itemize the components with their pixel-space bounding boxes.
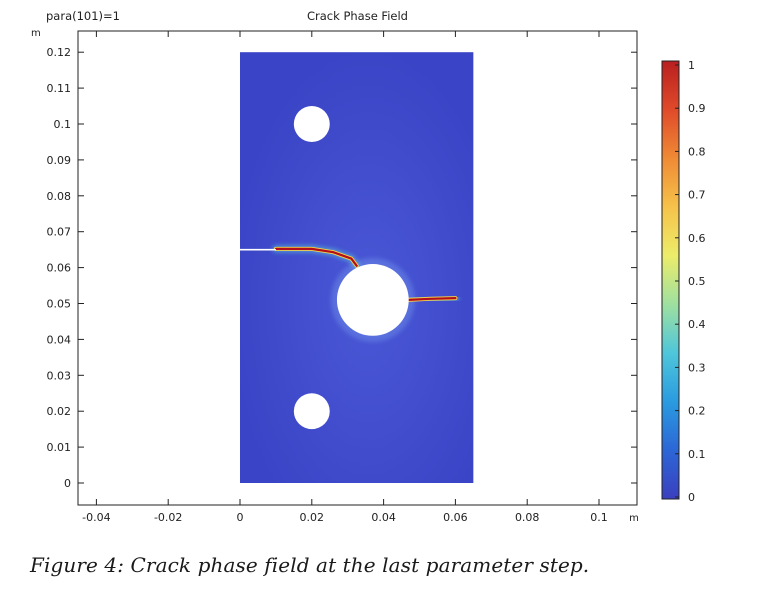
x-tick-label: 0.1 — [590, 511, 608, 524]
y-tick-label: 0.08 — [47, 190, 72, 203]
colorbar-tick-label: 0.1 — [688, 448, 706, 461]
y-tick-label: 0.12 — [47, 46, 72, 59]
x-tick-label: 0 — [237, 511, 244, 524]
plot-title: Crack Phase Field — [307, 9, 408, 23]
crack-core-1 — [274, 247, 358, 267]
y-tick-label: 0.11 — [47, 82, 72, 95]
hole-2 — [336, 264, 409, 336]
y-tick-label: 0.07 — [47, 226, 72, 239]
x-tick-label: -0.02 — [154, 511, 182, 524]
y-tick-label: 0.04 — [47, 333, 72, 346]
x-tick-label: 0.08 — [515, 511, 540, 524]
y-tick-label: 0.03 — [47, 369, 72, 382]
colorbar-tick-label: 0.8 — [688, 145, 706, 158]
colorbar-tick-label: 0 — [688, 491, 695, 504]
y-tick-label: 0.06 — [47, 262, 72, 275]
figure-caption: Figure 4: Crack phase field at the last … — [30, 553, 590, 577]
parameter-label: para(101)=1 — [46, 9, 120, 23]
y-tick-label: 0.1 — [54, 118, 72, 131]
colorbar-tick-label: 0.6 — [688, 232, 706, 245]
y-tick-label: 0 — [64, 477, 71, 490]
y-axis-unit: m — [31, 28, 41, 39]
colorbar-tick-label: 0.7 — [688, 189, 706, 202]
colorbar-tick-label: 0.2 — [688, 405, 706, 418]
y-tick-label: 0.09 — [47, 154, 72, 167]
colorbar-tick-label: 0.5 — [688, 275, 706, 288]
x-tick-label: 0.06 — [443, 511, 468, 524]
x-tick-label: 0.02 — [300, 511, 325, 524]
hole-3 — [293, 393, 330, 430]
colorbar-tick-label: 1 — [688, 59, 695, 72]
y-tick-label: 0.01 — [47, 441, 72, 454]
x-tick-label: -0.04 — [82, 511, 110, 524]
y-tick-label: 0.05 — [47, 298, 72, 311]
colorbar-tick-label: 0.4 — [688, 318, 706, 331]
colorbar-tick-label: 0.9 — [688, 102, 706, 115]
hole-1 — [293, 106, 330, 142]
y-tick-label: 0.02 — [47, 405, 72, 418]
colorbar — [661, 60, 680, 500]
x-tick-label: 0.04 — [371, 511, 396, 524]
colorbar-tick-label: 0.3 — [688, 361, 706, 374]
x-axis-unit: m — [629, 513, 639, 524]
crack-core-2 — [407, 297, 457, 301]
